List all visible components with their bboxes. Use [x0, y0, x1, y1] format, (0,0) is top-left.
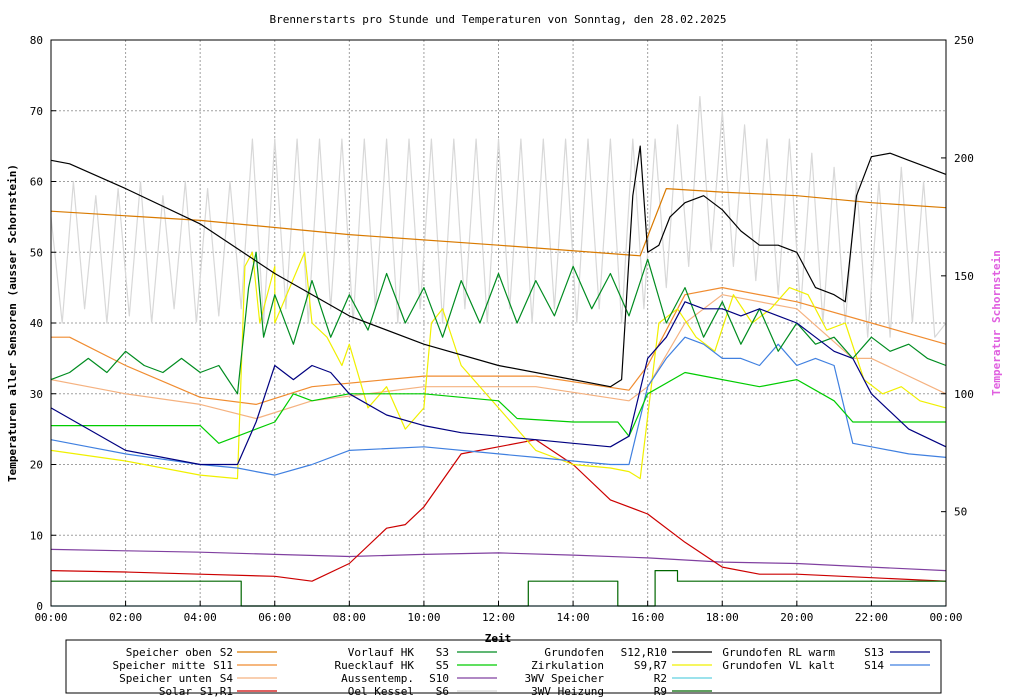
series-line-s5: [51, 371, 946, 444]
x-axis-ticks: 00:00 02:00 04:00 06:00 08:00 10:00 12:00 14:00…: [34, 601, 963, 624]
y-tick-label: 10: [30, 529, 43, 542]
series-line-r9: [51, 569, 946, 607]
y2-tick-label: 100: [954, 388, 974, 401]
y-tick-label: 30: [30, 388, 43, 401]
series-line-s13: [50, 301, 947, 466]
y-axis-ticks: 0 10 20 30 40 50 60 70 80: [30, 34, 56, 613]
y2-tick-label: 250: [954, 34, 974, 47]
x-tick-label: 10:00: [407, 611, 440, 624]
legend-code-s1: S1,R1: [200, 685, 233, 698]
x-tick-label: 00:00: [34, 611, 67, 624]
x-tick-label: 22:00: [855, 611, 888, 624]
y-tick-label: 60: [30, 176, 43, 189]
legend-label-s6: Oel Kessel: [348, 685, 414, 698]
x-tick-label: 14:00: [557, 611, 590, 624]
series-line-s3: [50, 251, 947, 395]
legend: Speicher oben S2 Speicher mitte S11Speicher…: [112, 646, 930, 698]
x-tick-label: 04:00: [184, 611, 217, 624]
series-line-s11: [51, 287, 947, 405]
legend-code-s10: S10: [429, 672, 449, 685]
x-tick-label: 02:00: [109, 611, 142, 624]
legend-label-s2: Speicher oben: [126, 646, 212, 659]
x-tick-label: 18:00: [706, 611, 739, 624]
legend-code-r9: R9: [654, 685, 667, 698]
y2-axis-label: Temperatur Schornstein: [990, 250, 1003, 396]
series-line-s4: [50, 294, 947, 420]
y-tick-label: 0: [36, 600, 43, 613]
legend-label-s9: Zirkulation: [531, 659, 604, 672]
y-tick-label: 40: [30, 317, 43, 330]
legend-code-s11: S11: [213, 659, 233, 672]
y2-tick-label: 150: [954, 270, 974, 283]
y-tick-label: 80: [30, 34, 43, 47]
legend-label-s10: Aussentemp.: [341, 672, 414, 685]
series-line-s12: [50, 145, 947, 388]
legend-code-s14: S14: [864, 659, 884, 672]
chart-title: Brennerstarts pro Stunde und Temperature…: [270, 13, 727, 26]
legend-box: [65, 639, 942, 694]
y-tick-label: 50: [30, 246, 43, 259]
legend-label-s1: Solar: [159, 685, 192, 698]
legend-label-s12: Grundofen: [544, 646, 604, 659]
y2-tick-label: 200: [954, 152, 974, 165]
y-tick-label: 20: [30, 459, 43, 472]
legend-code-s5: S5: [436, 659, 449, 672]
legend-code-r2: R2: [654, 672, 667, 685]
legend-code-s9: S9,R7: [634, 659, 667, 672]
x-tick-label: 08:00: [333, 611, 366, 624]
series-line-s10: [50, 548, 947, 572]
legend-label-r2: 3WV Speicher: [525, 672, 605, 685]
x-tick-label: 16:00: [631, 611, 664, 624]
legend-code-s2: S2: [220, 646, 233, 659]
x-tick-label: 20:00: [780, 611, 813, 624]
legend-code-s4: S4: [220, 672, 234, 685]
series-line-s14: [50, 336, 947, 476]
legend-label-s5: Ruecklauf HK: [335, 659, 415, 672]
series-line-s1: [50, 439, 947, 582]
legend-label-s4: Speicher unten: [119, 672, 212, 685]
legend-label-s13: Grundofen RL warm: [722, 646, 835, 659]
x-tick-label: 12:00: [482, 611, 515, 624]
series-line-s2: [50, 188, 947, 257]
y2-tick-label: 50: [954, 506, 967, 519]
y-tick-label: 70: [30, 105, 43, 118]
y-axis-label: Temperaturen aller Sensoren (ausser Scho…: [6, 164, 19, 482]
legend-code-s12: S12,R10: [621, 646, 667, 659]
legend-label-s3: Vorlauf HK: [348, 646, 415, 659]
legend-label-s14: Grundofen VL kalt: [722, 659, 835, 672]
legend-code-s13: S13: [864, 646, 884, 659]
y2-axis-ticks: 50 100 150 200 250: [941, 34, 974, 519]
legend-code-s3: S3: [436, 646, 449, 659]
series-line-s9: [50, 251, 947, 480]
legend-label-s11: Speicher mitte: [112, 659, 205, 672]
legend-label-r9: 3WV Heizung: [531, 685, 604, 698]
x-tick-label: 06:00: [258, 611, 291, 624]
x-tick-label: 00:00: [929, 611, 962, 624]
legend-code-s6: S6: [436, 685, 449, 698]
grid: [51, 40, 946, 606]
x-axis-label: Zeit: [485, 632, 512, 645]
